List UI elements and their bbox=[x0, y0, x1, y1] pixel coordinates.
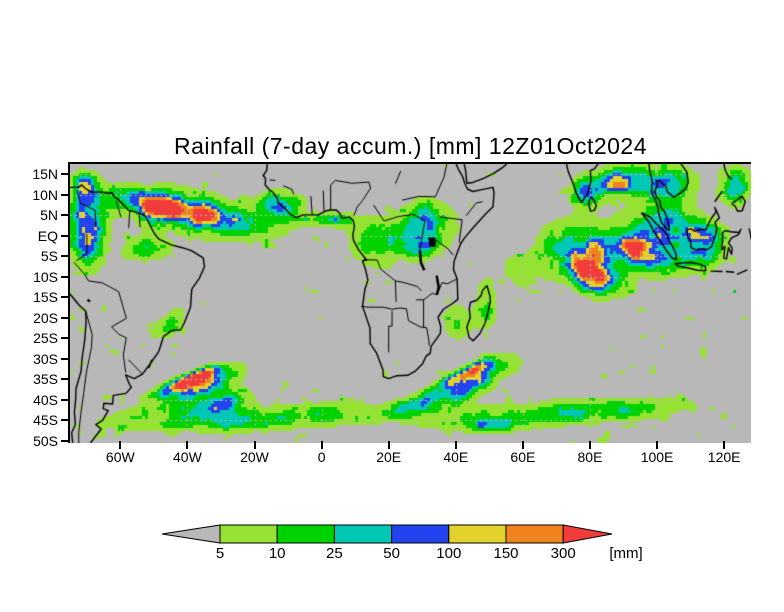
y-tick-label: 45S bbox=[33, 412, 58, 429]
x-tick bbox=[119, 441, 122, 449]
x-tick-label: 20W bbox=[240, 449, 269, 465]
y-tick bbox=[61, 337, 70, 340]
colorbar-segment bbox=[505, 524, 564, 544]
colorbar-segment bbox=[276, 524, 335, 544]
y-tick bbox=[61, 296, 70, 299]
colorbar-tick-label: 25 bbox=[326, 545, 343, 562]
colorbar-tick-label: 300 bbox=[550, 545, 576, 562]
x-tick bbox=[387, 441, 390, 449]
x-tick-label: 40E bbox=[443, 449, 469, 465]
y-tick bbox=[61, 193, 70, 196]
y-tick bbox=[61, 214, 70, 217]
y-tick-label: 10N bbox=[32, 186, 58, 203]
y-tick bbox=[61, 378, 70, 381]
x-tick-label: 20E bbox=[376, 449, 402, 465]
x-tick bbox=[521, 441, 524, 449]
colorbar-tick-label: 50 bbox=[383, 545, 400, 562]
colorbar-tick-label: 5 bbox=[215, 545, 225, 562]
y-tick bbox=[61, 316, 70, 319]
colorbar-segment bbox=[333, 524, 393, 544]
x-tick bbox=[253, 441, 256, 449]
x-tick bbox=[588, 441, 591, 449]
y-tick-label: 15N bbox=[32, 166, 58, 183]
map-raster bbox=[70, 164, 751, 443]
y-tick-label: 30S bbox=[33, 350, 58, 367]
colorbar-segment bbox=[391, 524, 450, 544]
y-tick-label: 15S bbox=[33, 289, 58, 306]
y-tick bbox=[61, 398, 70, 401]
x-tick-label: 100E bbox=[640, 449, 674, 465]
y-tick-label: EQ bbox=[37, 227, 58, 244]
x-tick-label: 0 bbox=[317, 449, 326, 465]
y-tick-label: 50S bbox=[33, 432, 58, 449]
x-tick-label: 120E bbox=[707, 449, 741, 465]
colorbar-tick-label: 100 bbox=[436, 545, 462, 562]
x-tick bbox=[723, 441, 726, 449]
y-tick bbox=[61, 255, 70, 258]
y-tick bbox=[61, 234, 70, 237]
x-tick bbox=[320, 441, 323, 449]
x-tick bbox=[656, 441, 659, 449]
colorbar-tick-label: 150 bbox=[493, 545, 519, 562]
y-tick-label: 5N bbox=[40, 207, 58, 224]
colorbar bbox=[161, 524, 613, 544]
y-tick-label: 25S bbox=[33, 330, 58, 347]
y-tick-label: 5S bbox=[40, 248, 58, 265]
x-tick bbox=[454, 441, 457, 449]
colorbar-right-arrow bbox=[562, 524, 613, 544]
colorbar-tick-label: 10 bbox=[268, 545, 286, 562]
x-tick-label: 60W bbox=[105, 449, 135, 465]
colorbar-segment bbox=[219, 524, 278, 544]
y-tick bbox=[61, 357, 70, 360]
y-tick bbox=[61, 275, 70, 278]
y-tick bbox=[61, 419, 70, 422]
x-tick-label: 40W bbox=[173, 449, 202, 465]
x-tick bbox=[186, 441, 189, 449]
y-tick-label: 40S bbox=[33, 391, 58, 408]
x-tick-label: 80E bbox=[577, 449, 603, 465]
y-tick-label: 10S bbox=[33, 268, 58, 285]
y-tick-label: 20S bbox=[33, 309, 58, 326]
colorbar-segment bbox=[448, 524, 507, 544]
y-tick bbox=[61, 439, 70, 442]
y-tick bbox=[61, 173, 70, 176]
colorbar-units-label: [mm] bbox=[609, 545, 643, 562]
colorbar-left-arrow bbox=[161, 524, 221, 544]
y-tick-label: 35S bbox=[33, 371, 58, 388]
chart-title: Rainfall (7-day accum.) [mm] 12Z01Oct202… bbox=[173, 133, 647, 159]
x-tick-label: 60E bbox=[510, 449, 536, 465]
